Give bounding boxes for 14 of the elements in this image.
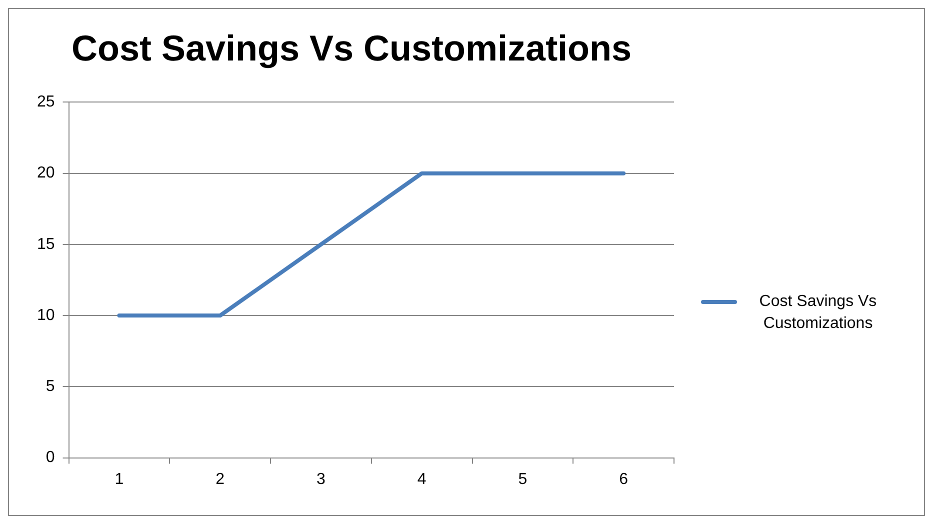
y-tick-label: 0 xyxy=(46,449,55,466)
chart-title: Cost Savings Vs Customizations xyxy=(71,28,632,69)
legend-label: Cost Savings Vs Customizations xyxy=(758,292,878,334)
x-tick-label: 3 xyxy=(316,470,326,488)
x-tick-label: 6 xyxy=(619,470,628,488)
x-tick-label: 5 xyxy=(518,470,528,488)
x-tick-label: 2 xyxy=(216,470,225,488)
y-tick-label: 25 xyxy=(37,94,55,111)
y-tick-label: 15 xyxy=(37,236,55,253)
y-tick-label: 20 xyxy=(37,164,55,182)
x-tick-label: 1 xyxy=(114,470,124,488)
x-tick-label: 4 xyxy=(417,470,426,488)
y-tick-label: 5 xyxy=(46,378,55,396)
y-tick-label: 10 xyxy=(37,306,55,324)
